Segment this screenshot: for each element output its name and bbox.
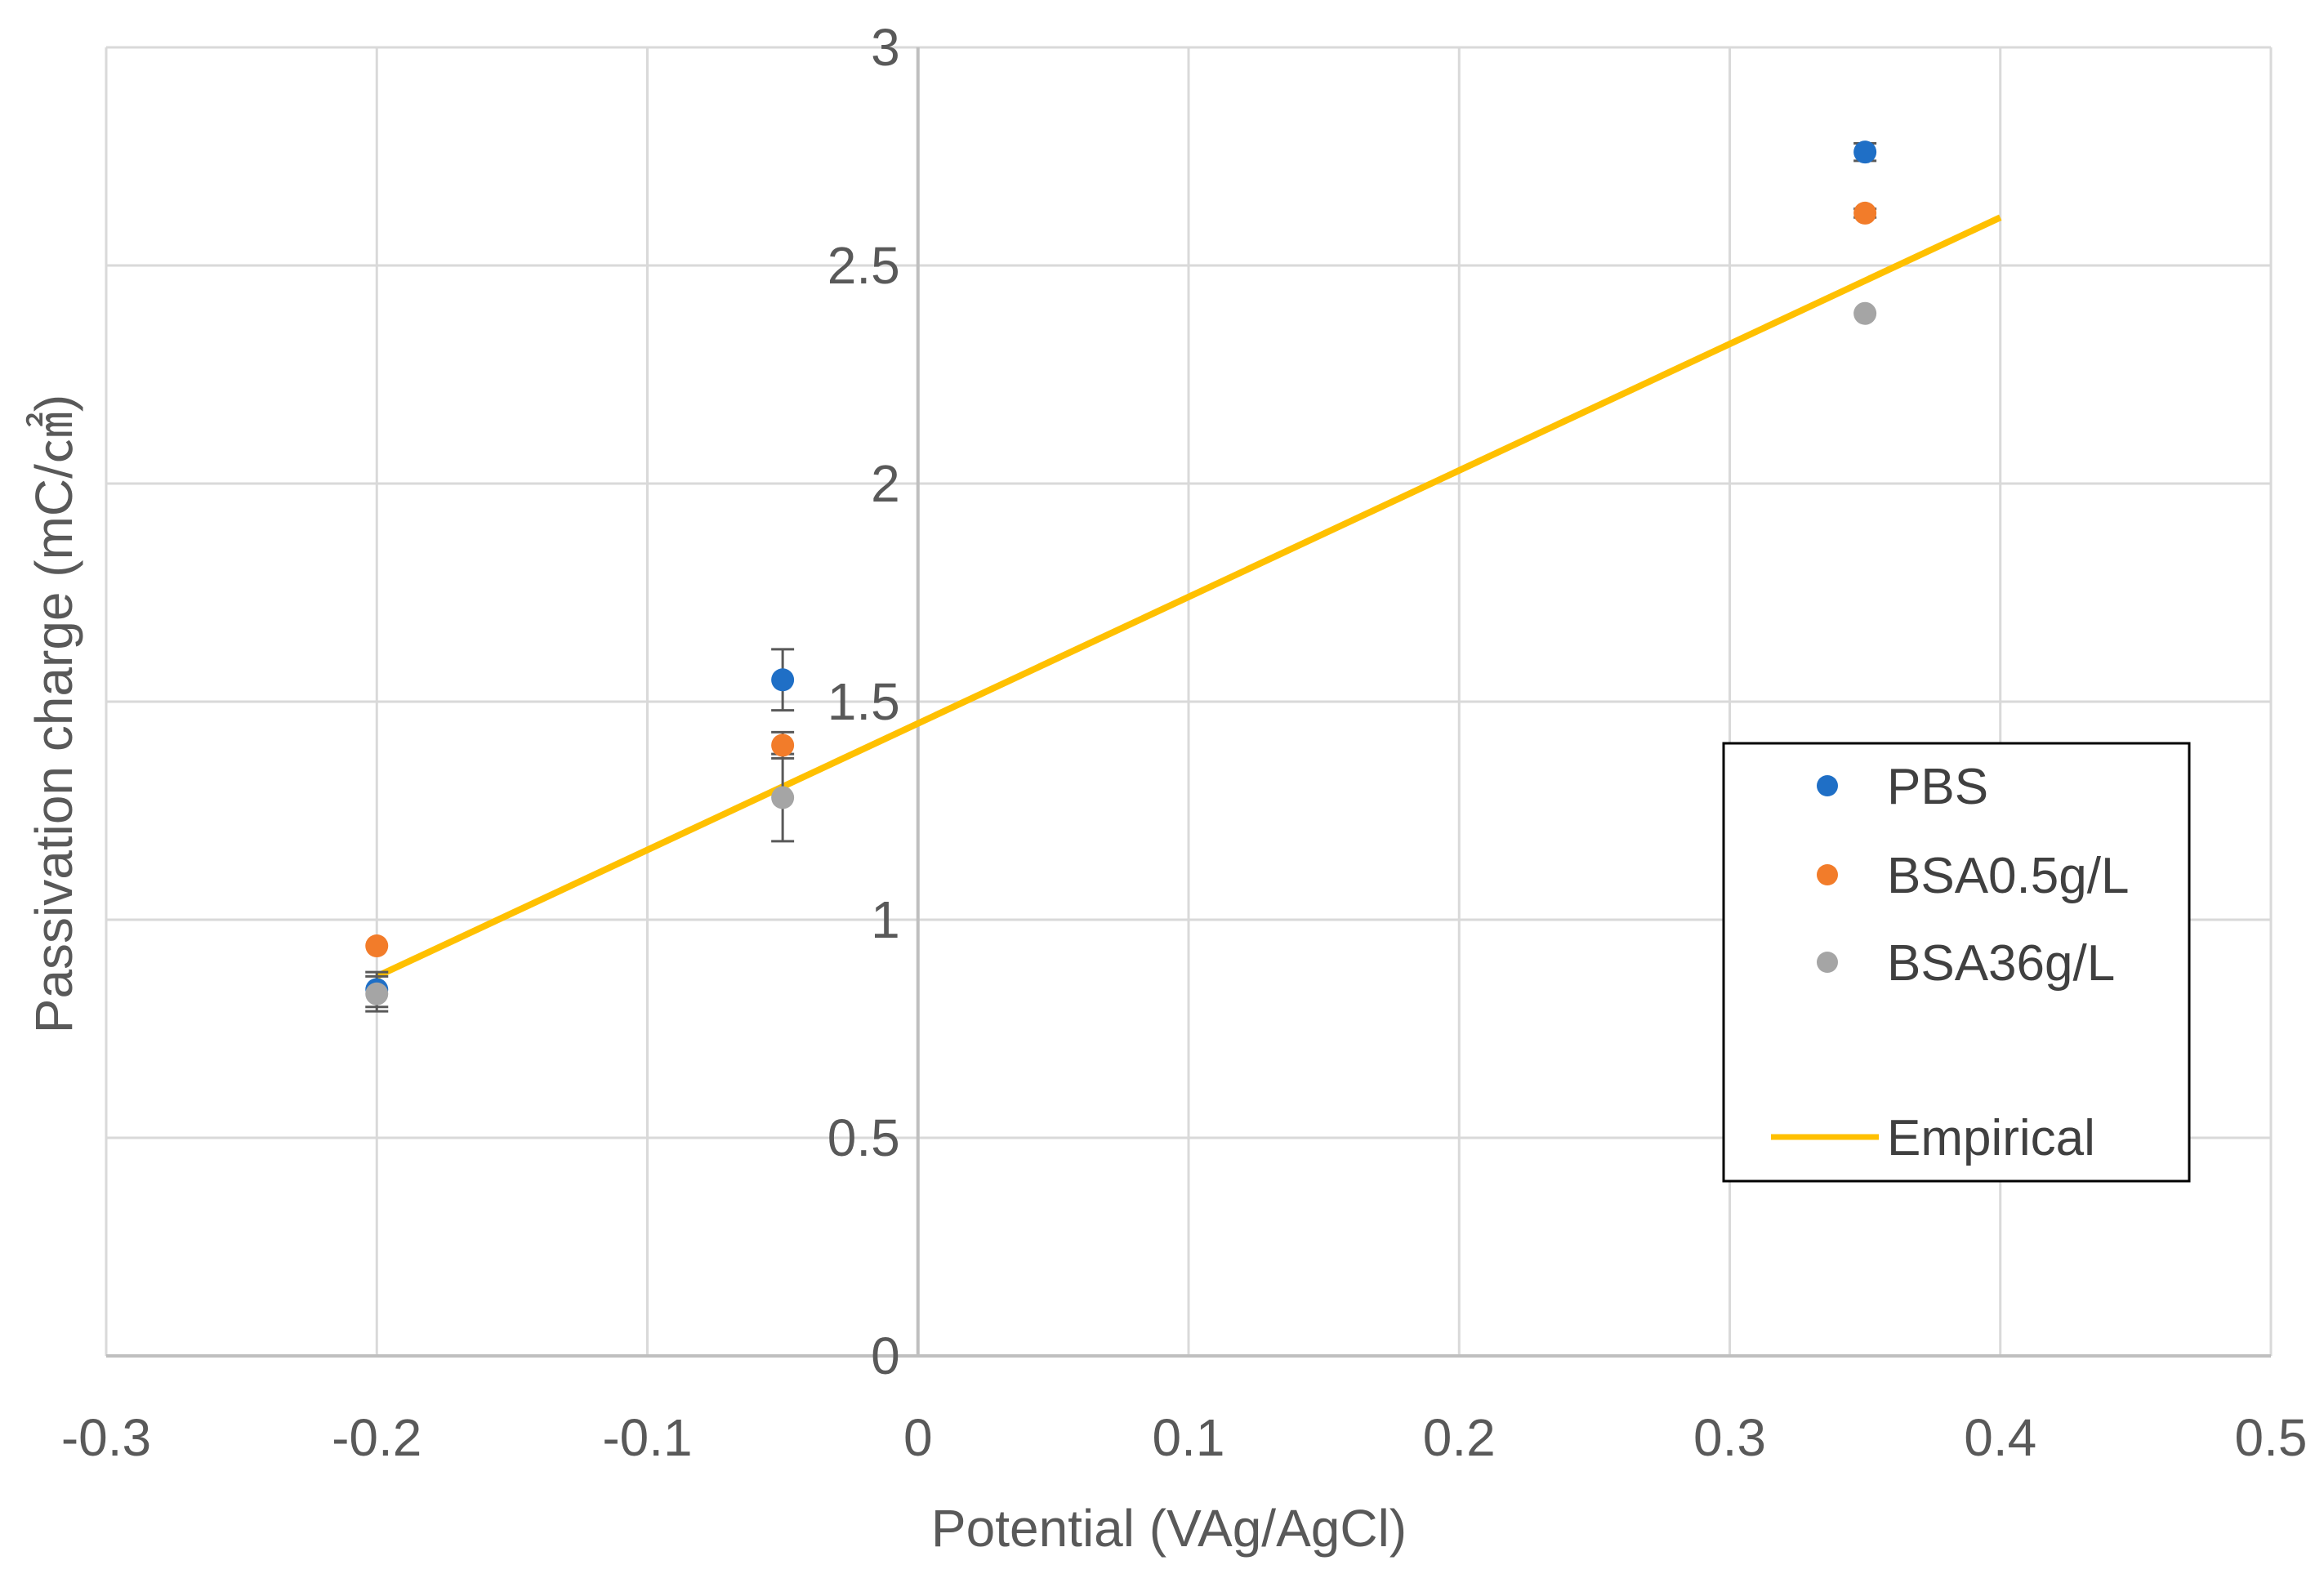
data-point-bsa0-5g-l bbox=[771, 733, 795, 757]
y-tick-label: 1.5 bbox=[827, 672, 900, 731]
legend-label-empirical: Empirical bbox=[1887, 1110, 2095, 1166]
y-tick-label: 1 bbox=[871, 890, 900, 949]
axes bbox=[106, 47, 2271, 1358]
y-tick-label: 0 bbox=[871, 1327, 900, 1385]
y-tick-label: 0.5 bbox=[827, 1108, 900, 1167]
legend-label-bsa-0-5: BSA0.5g/L bbox=[1887, 848, 2129, 904]
empirical-line-series bbox=[375, 214, 2002, 980]
legend-marker-pbs bbox=[1817, 775, 1838, 796]
x-tick-label: -0.1 bbox=[602, 1408, 692, 1467]
legend-label-pbs: PBS bbox=[1887, 759, 1988, 815]
x-tick-label: 0.3 bbox=[1693, 1408, 1766, 1467]
x-tick-label: 0.4 bbox=[1964, 1408, 2036, 1467]
legend: PBS BSA0.5g/L BSA36g/L Empirical bbox=[1722, 742, 2191, 1183]
data-point-bsa36g-l bbox=[1853, 301, 1877, 325]
data-point-bsa36g-l bbox=[365, 982, 389, 1005]
x-tick-label: 0.2 bbox=[1423, 1408, 1496, 1467]
y-axis-title: Passivation charge (mC/㎠) bbox=[25, 395, 83, 1033]
series-line-empirical bbox=[375, 214, 2002, 980]
x-tick-label: 0 bbox=[903, 1408, 933, 1467]
legend-box bbox=[1722, 742, 2191, 1183]
x-axis-title: Potential (VAg/AgCl) bbox=[931, 1499, 1407, 1558]
x-tick-label: 0.1 bbox=[1153, 1408, 1225, 1467]
y-tick-label: 2.5 bbox=[827, 236, 900, 295]
legend-marker-bsa-36 bbox=[1817, 952, 1838, 973]
x-axis-tick-labels: -0.3 -0.2 -0.1 0 0.1 0.2 0.3 0.4 0.5 bbox=[61, 1408, 2308, 1467]
legend-label-bsa-36: BSA36g/L bbox=[1887, 935, 2115, 992]
x-tick-label: 0.5 bbox=[2235, 1408, 2308, 1467]
data-point-bsa36g-l bbox=[771, 786, 795, 809]
data-point-pbs bbox=[771, 668, 795, 692]
y-tick-label: 2 bbox=[871, 454, 900, 513]
y-tick-label: 3 bbox=[871, 18, 900, 77]
legend-marker-bsa-0-5 bbox=[1817, 864, 1838, 885]
y-axis-tick-labels: 0 0.5 1 1.5 2 2.5 3 bbox=[827, 18, 900, 1385]
data-point-bsa0-5g-l bbox=[365, 934, 389, 958]
x-tick-label: -0.2 bbox=[332, 1408, 422, 1467]
data-point-pbs bbox=[1853, 140, 1877, 164]
data-points bbox=[365, 140, 1877, 1005]
data-point-bsa0-5g-l bbox=[1853, 201, 1877, 225]
error-bars bbox=[365, 141, 1877, 1013]
x-tick-label: -0.3 bbox=[61, 1408, 151, 1467]
